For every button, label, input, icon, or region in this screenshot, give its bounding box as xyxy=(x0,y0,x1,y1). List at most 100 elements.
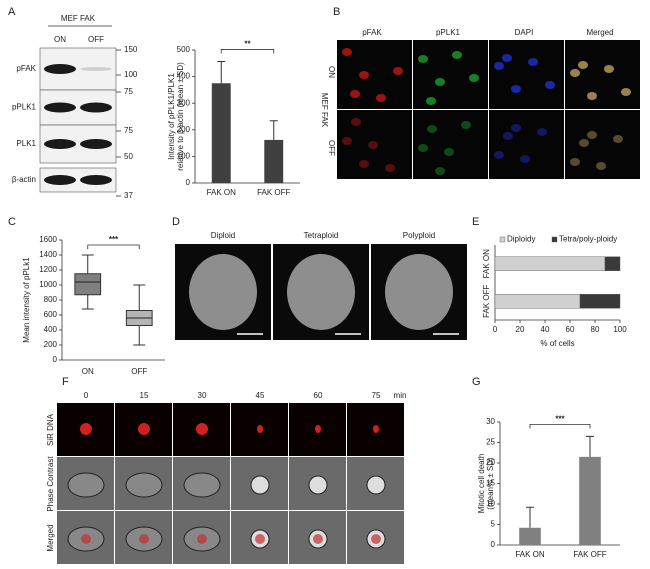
panel-letter: B xyxy=(333,6,340,18)
cell xyxy=(359,71,369,79)
band xyxy=(80,139,112,149)
x-tick-label: OFF xyxy=(131,367,147,376)
marker-label: 100 xyxy=(124,70,138,79)
cell xyxy=(308,475,328,495)
cell xyxy=(125,472,163,498)
error-bar xyxy=(269,120,278,140)
cell xyxy=(587,92,597,100)
y-tick-label: 15 xyxy=(486,479,495,488)
y-axis-label: (mean% ± SD) xyxy=(486,457,495,510)
significance-bracket xyxy=(529,423,591,429)
cell xyxy=(494,62,504,70)
cell xyxy=(452,51,462,59)
micrograph xyxy=(489,110,564,179)
y-tick-label: 500 xyxy=(177,45,191,54)
unit-label: min xyxy=(394,391,407,400)
chromosomes xyxy=(189,254,257,330)
y-tick-label: 1400 xyxy=(39,250,57,259)
cell xyxy=(502,54,512,62)
overlay xyxy=(139,534,149,544)
group-label: MEF FAK xyxy=(320,93,329,128)
cell xyxy=(494,151,504,159)
bar-segment xyxy=(579,294,621,309)
cell xyxy=(604,65,614,73)
cell xyxy=(385,164,395,172)
error-bar xyxy=(586,435,594,457)
y-axis-label: relative to β-actin (mean ± SD) xyxy=(176,62,185,171)
y-tick-label: 300 xyxy=(177,98,191,107)
nucleus xyxy=(257,425,263,433)
blot-row-label: pFAK xyxy=(16,64,36,73)
image-label: Tetraploid xyxy=(304,231,339,240)
significance: *** xyxy=(555,414,565,423)
marker-label: 37 xyxy=(124,191,133,200)
panel-letter: C xyxy=(8,216,16,228)
image-label: Diploid xyxy=(211,231,235,240)
marker-label: 50 xyxy=(124,152,133,161)
micrograph xyxy=(413,40,488,109)
y-axis-label: Mitotic cell death xyxy=(477,454,486,514)
micrograph xyxy=(565,110,640,179)
micrograph xyxy=(413,110,488,179)
y-tick-label: 0 xyxy=(186,178,191,187)
cell xyxy=(578,61,588,69)
band xyxy=(44,139,76,149)
cell xyxy=(351,118,361,126)
cell xyxy=(587,131,597,139)
panel-letter: F xyxy=(62,376,69,388)
time-label: 0 xyxy=(84,391,89,400)
overlay xyxy=(371,534,381,544)
legend-label: Tetra/poly-ploidy xyxy=(559,235,617,244)
bar xyxy=(579,456,601,545)
cell xyxy=(528,58,538,66)
y-tick-label: 20 xyxy=(486,458,495,467)
time-label: 60 xyxy=(314,391,323,400)
cell xyxy=(537,128,547,136)
significance: *** xyxy=(109,235,119,244)
x-tick-label: 100 xyxy=(613,325,627,334)
cell xyxy=(503,132,513,140)
nucleus xyxy=(315,425,321,433)
chromosomes xyxy=(287,254,355,330)
row-label: Merged xyxy=(46,524,55,551)
cell xyxy=(545,81,555,89)
significance-bracket xyxy=(87,244,140,249)
bar xyxy=(519,527,541,545)
y-tick-label: 400 xyxy=(44,325,58,334)
cell xyxy=(368,141,378,149)
x-tick-label: FAK OFF xyxy=(257,188,290,197)
y-tick-label: 1600 xyxy=(39,235,57,244)
cell xyxy=(67,472,105,498)
band xyxy=(44,64,76,74)
y-axis-label: Intensity of pPLK1/PLK1 xyxy=(167,73,176,160)
y-tick-label: 25 xyxy=(486,438,495,447)
x-axis-label: % of cells xyxy=(540,339,574,348)
y-tick-label: FAK OFF xyxy=(482,284,491,317)
y-tick-label: 10 xyxy=(486,499,495,508)
cell xyxy=(444,148,454,156)
nucleus xyxy=(196,423,208,435)
image-label: Polyploid xyxy=(403,231,435,240)
marker-label: 150 xyxy=(124,45,138,54)
x-tick-label: FAK OFF xyxy=(573,550,606,559)
y-tick-label: 200 xyxy=(177,125,191,134)
panel-letter: G xyxy=(472,376,481,388)
overlay xyxy=(313,534,323,544)
band xyxy=(80,102,112,113)
cell xyxy=(418,55,428,63)
cell xyxy=(350,90,360,98)
cell xyxy=(621,88,631,96)
bar xyxy=(264,139,284,183)
condition-label: OFF xyxy=(327,140,336,156)
condition-label: ON xyxy=(327,66,336,78)
cell xyxy=(426,97,436,105)
cell xyxy=(520,155,530,163)
chromosomes xyxy=(385,254,453,330)
x-tick-label: 80 xyxy=(591,325,600,334)
cell xyxy=(427,125,437,133)
y-tick-label: 1000 xyxy=(39,280,57,289)
micrograph xyxy=(489,40,564,109)
nucleus xyxy=(80,423,92,435)
cell xyxy=(342,137,352,145)
